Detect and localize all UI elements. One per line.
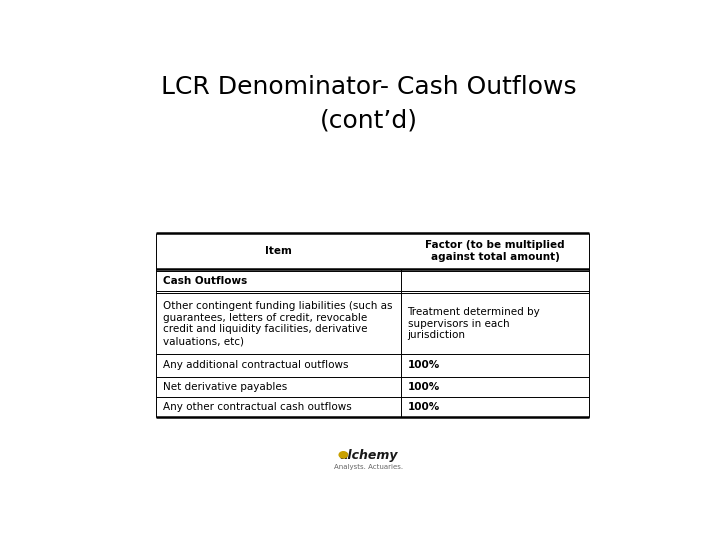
- Text: Cash Outflows: Cash Outflows: [163, 276, 247, 286]
- Text: (cont’d): (cont’d): [320, 109, 418, 132]
- Text: LCR Denominator- Cash Outflows: LCR Denominator- Cash Outflows: [161, 75, 577, 99]
- Text: Item: Item: [265, 246, 292, 256]
- Text: Factor (to be multiplied
against total amount): Factor (to be multiplied against total a…: [426, 240, 565, 262]
- Text: Net derivative payables: Net derivative payables: [163, 382, 287, 392]
- Text: Other contingent funding liabilities (such as
guarantees, letters of credit, rev: Other contingent funding liabilities (su…: [163, 301, 392, 346]
- Circle shape: [339, 451, 348, 458]
- Text: 100%: 100%: [408, 402, 440, 411]
- Text: Treatment determined by
supervisors in each
jurisdiction: Treatment determined by supervisors in e…: [408, 307, 540, 340]
- Text: alchemy: alchemy: [340, 449, 398, 462]
- Text: 100%: 100%: [408, 360, 440, 370]
- Text: Any other contractual cash outflows: Any other contractual cash outflows: [163, 402, 351, 411]
- Text: Any additional contractual outflows: Any additional contractual outflows: [163, 360, 348, 370]
- Text: 100%: 100%: [408, 382, 440, 392]
- Text: Analysts. Actuaries.: Analysts. Actuaries.: [334, 464, 404, 470]
